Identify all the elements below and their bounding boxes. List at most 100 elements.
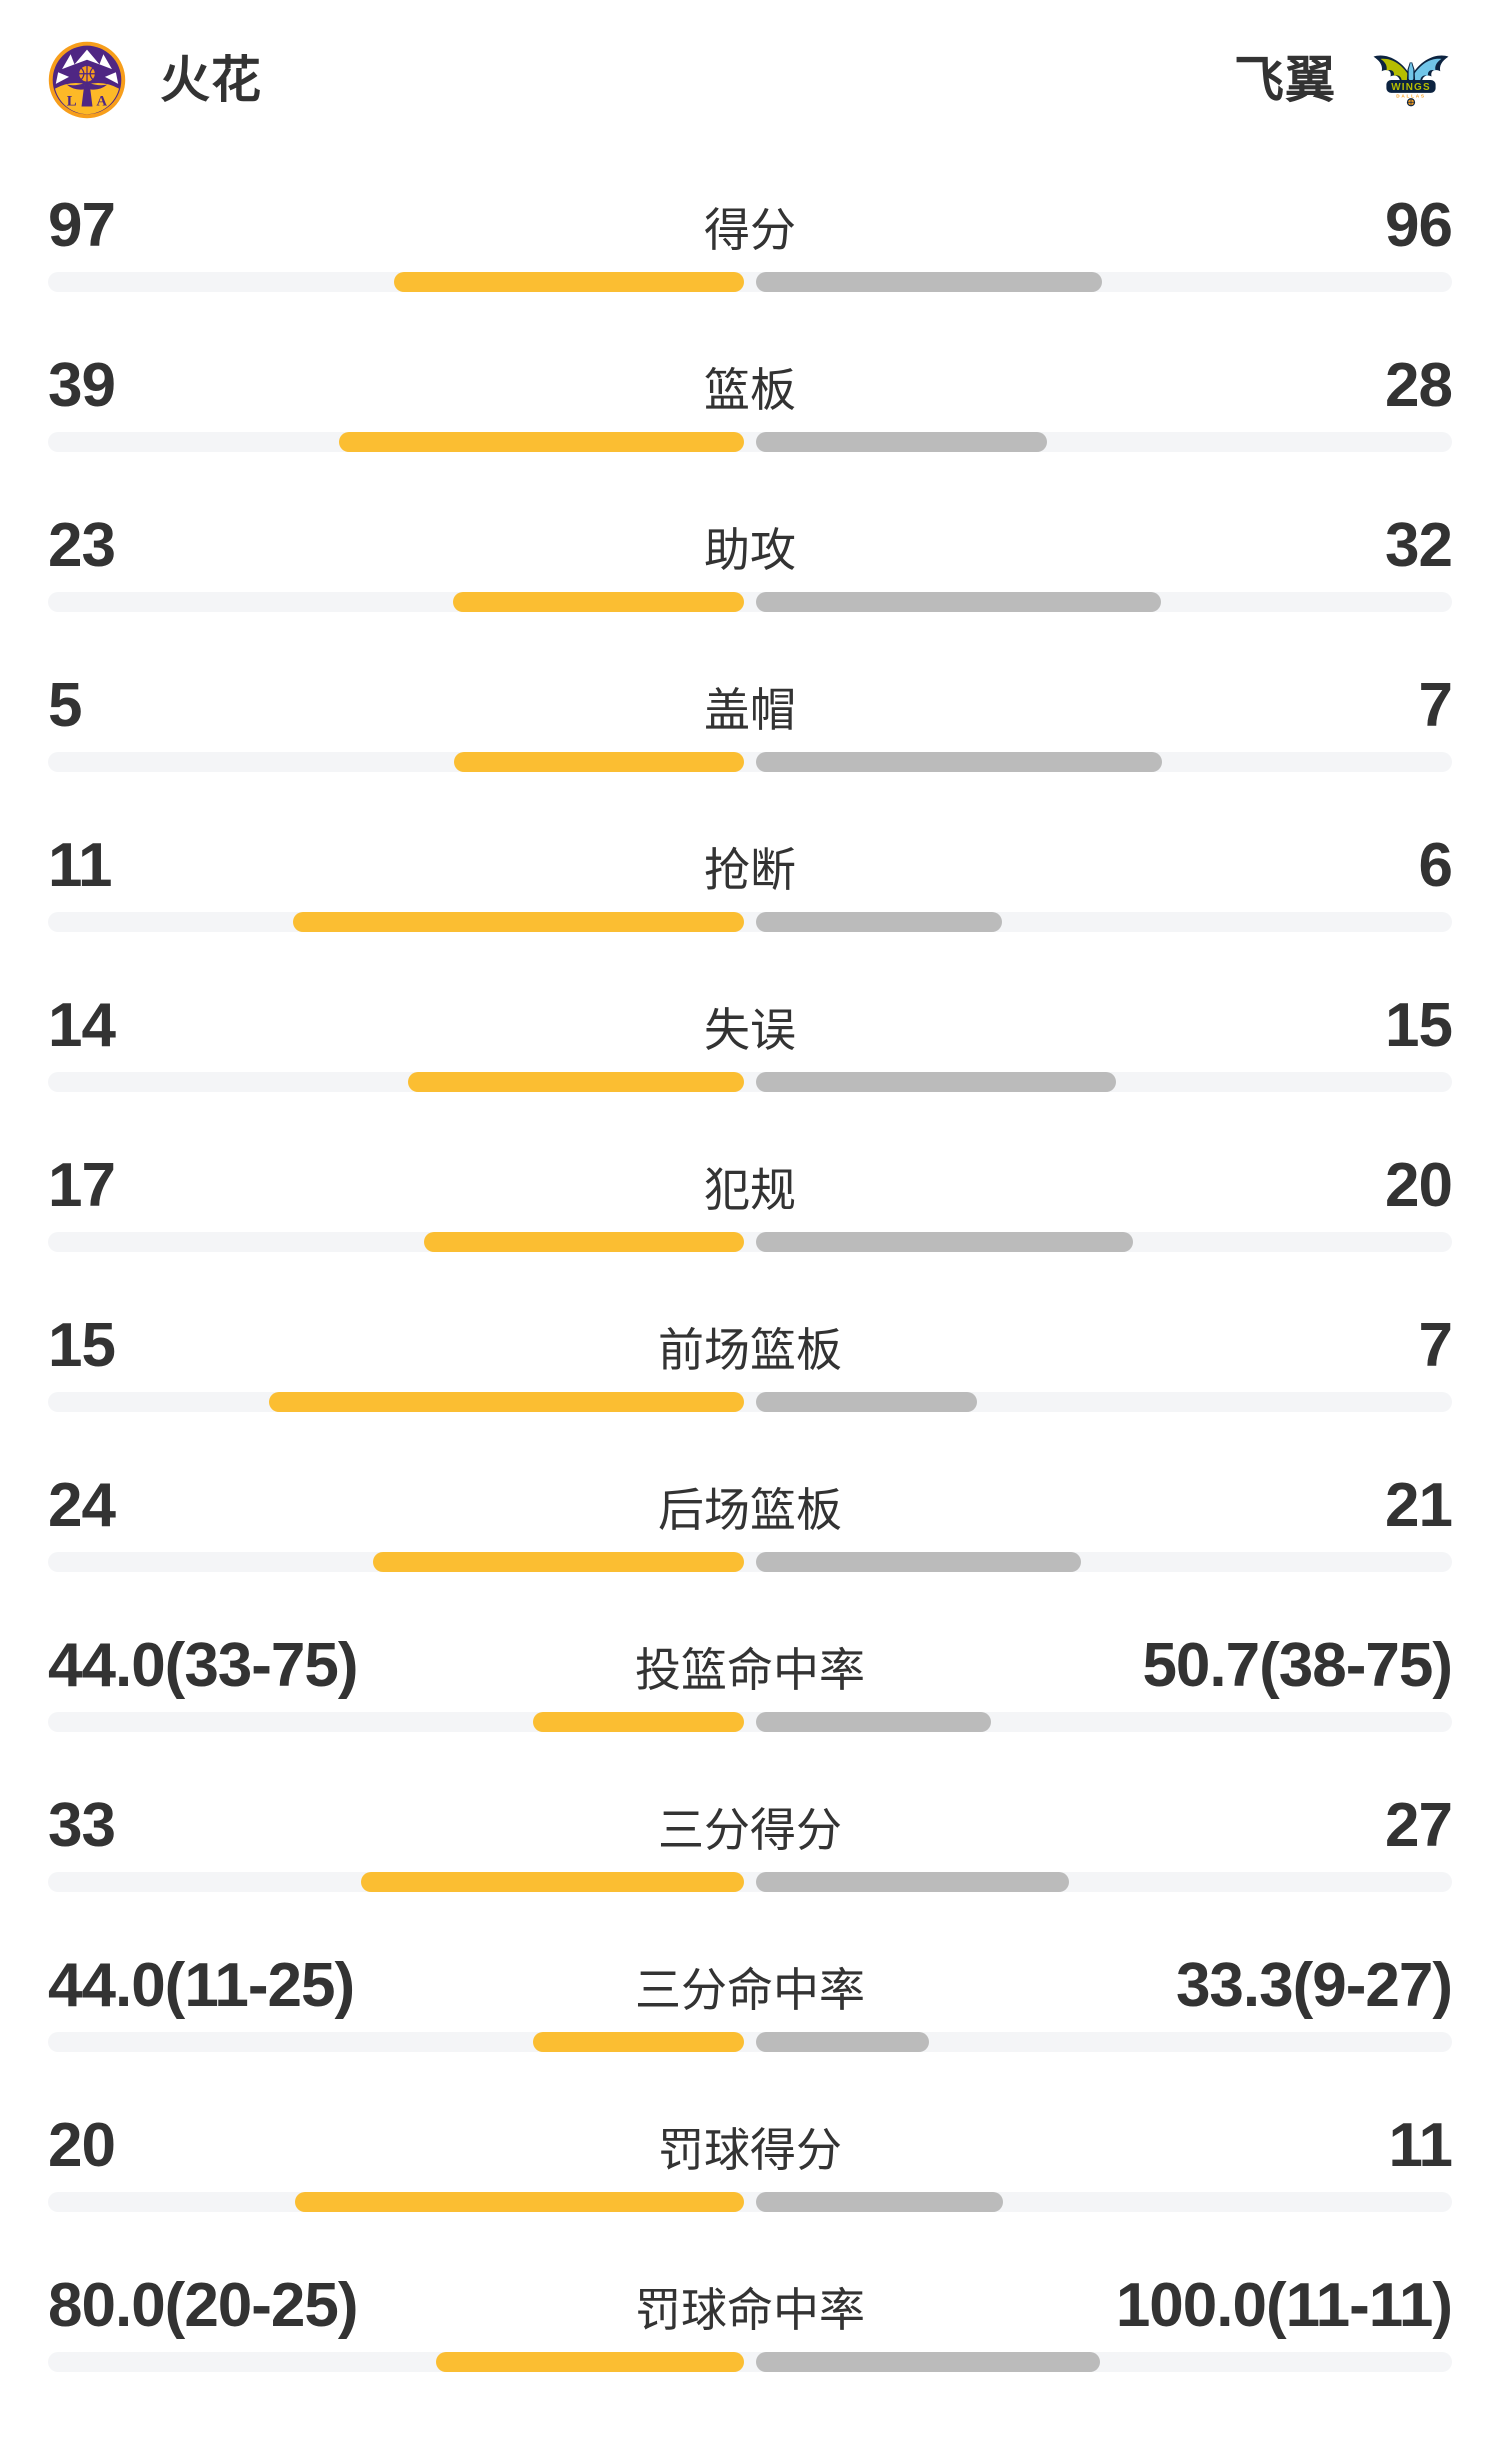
stat-values-line: 44.0(11-25) 三分命中率 33.3(9-27)	[48, 1951, 1453, 2020]
stat-bar-track	[48, 2352, 1452, 2372]
stat-bar-track	[48, 1552, 1452, 1572]
stat-bar-track	[48, 912, 1452, 932]
home-bar	[435, 2352, 744, 2372]
stat-row: 39 篮板 28	[0, 320, 1500, 480]
home-value: 15	[48, 1311, 116, 1380]
home-bar	[424, 1232, 744, 1252]
stat-label: 犯规	[704, 1164, 796, 1216]
stat-label: 罚球命中率	[635, 2284, 865, 2336]
stat-values-line: 97 得分 96	[48, 191, 1453, 260]
stat-values-line: 33 三分得分 27	[48, 1791, 1453, 1860]
away-bar	[756, 752, 1163, 772]
away-team-name: 飞翼	[1234, 52, 1336, 108]
home-value: 44.0(11-25)	[48, 1951, 355, 2020]
home-bar	[453, 752, 744, 772]
home-value: 17	[48, 1151, 116, 1220]
stat-row: 11 抢断 6	[0, 800, 1500, 960]
home-value: 11	[48, 831, 113, 900]
stat-bar-track	[48, 1232, 1452, 1252]
home-value: 24	[48, 1471, 116, 1540]
home-bar	[293, 912, 744, 932]
stat-row: 15 前场篮板 7	[0, 1280, 1500, 1440]
stat-values-line: 17 犯规 20	[48, 1151, 1453, 1220]
stat-row: 20 罚球得分 11	[0, 2080, 1500, 2240]
stat-label: 三分得分	[658, 1804, 842, 1856]
stat-row: 80.0(20-25) 罚球命中率 100.0(11-11)	[0, 2240, 1500, 2400]
home-bar	[393, 272, 744, 292]
stat-values-line: 20 罚球得分 11	[48, 2111, 1453, 2180]
stat-row: 14 失误 15	[0, 960, 1500, 1120]
stat-row: 5 盖帽 7	[0, 640, 1500, 800]
stat-label: 三分命中率	[635, 1964, 865, 2016]
away-bar	[756, 1872, 1070, 1892]
away-bar	[756, 2192, 1004, 2212]
home-bar	[361, 1872, 744, 1892]
stat-label: 抢断	[704, 844, 796, 896]
home-team-name: 火花	[160, 52, 262, 108]
away-bar	[756, 1072, 1116, 1092]
stat-row: 23 助攻 32	[0, 480, 1500, 640]
stat-values-line: 39 篮板 28	[48, 351, 1453, 420]
stat-row: 44.0(33-75) 投篮命中率 50.7(38-75)	[0, 1600, 1500, 1760]
stat-bar-track	[48, 1712, 1452, 1732]
match-stats-page: L A 火花 飞翼	[0, 38, 1500, 2438]
home-bar	[532, 2032, 744, 2052]
away-bar	[756, 272, 1103, 292]
stat-row: 97 得分 96	[0, 160, 1500, 320]
home-bar	[338, 432, 744, 452]
stat-label: 投篮命中率	[635, 1644, 865, 1696]
away-bar	[756, 2352, 1100, 2372]
away-value: 100.0(11-11)	[1115, 2271, 1453, 2340]
away-value: 28	[1385, 351, 1453, 420]
away-value: 15	[1385, 991, 1453, 1060]
away-bar	[756, 1552, 1082, 1572]
home-bar	[452, 592, 744, 612]
stats-list: 97 得分 96 39 篮板 28 23 助攻 32	[0, 160, 1500, 2400]
stat-label: 盖帽	[704, 684, 796, 736]
away-bar	[756, 1392, 978, 1412]
stat-values-line: 24 后场篮板 21	[48, 1471, 1453, 1540]
stat-label: 前场篮板	[658, 1324, 842, 1376]
away-team-logo: WINGS DALLAS	[1370, 51, 1452, 109]
stat-row: 33 三分得分 27	[0, 1760, 1500, 1920]
sparks-logo-icon: L A	[48, 41, 126, 119]
away-value: 33.3(9-27)	[1175, 1951, 1453, 2020]
stat-row: 24 后场篮板 21	[0, 1440, 1500, 1600]
stat-values-line: 11 抢断 6	[48, 831, 1453, 900]
home-value: 97	[48, 191, 116, 260]
away-team: 飞翼 WINGS DALLAS	[1234, 51, 1452, 109]
stat-bar-track	[48, 272, 1452, 292]
away-value: 7	[1418, 671, 1453, 740]
stat-values-line: 15 前场篮板 7	[48, 1311, 1453, 1380]
stat-bar-track	[48, 592, 1452, 612]
away-value: 21	[1385, 1471, 1453, 1540]
stat-label: 罚球得分	[658, 2124, 842, 2176]
away-value: 11	[1388, 2111, 1453, 2180]
stat-bar-track	[48, 1872, 1452, 1892]
away-value: 27	[1385, 1791, 1453, 1860]
stat-bar-track	[48, 432, 1452, 452]
home-bar	[269, 1392, 744, 1412]
away-value: 96	[1385, 191, 1453, 260]
home-value: 23	[48, 511, 116, 580]
home-team: L A 火花	[48, 41, 262, 119]
away-bar	[756, 2032, 930, 2052]
stat-values-line: 14 失误 15	[48, 991, 1453, 1060]
stat-label: 失误	[704, 1004, 796, 1056]
stat-label: 后场篮板	[658, 1484, 842, 1536]
svg-text:DALLAS: DALLAS	[1396, 94, 1426, 99]
home-bar	[532, 1712, 744, 1732]
home-value: 20	[48, 2111, 116, 2180]
scoreboard-header: L A 火花 飞翼	[0, 38, 1500, 122]
svg-text:L: L	[67, 94, 77, 110]
stat-values-line: 23 助攻 32	[48, 511, 1453, 580]
stat-row: 44.0(11-25) 三分命中率 33.3(9-27)	[0, 1920, 1500, 2080]
home-value: 80.0(20-25)	[48, 2271, 359, 2340]
away-bar	[756, 432, 1048, 452]
stat-bar-track	[48, 1392, 1452, 1412]
home-bar	[294, 2192, 744, 2212]
stat-values-line: 80.0(20-25) 罚球命中率 100.0(11-11)	[48, 2271, 1453, 2340]
away-bar	[756, 912, 1002, 932]
away-value: 6	[1418, 831, 1453, 900]
stat-bar-track	[48, 2032, 1452, 2052]
